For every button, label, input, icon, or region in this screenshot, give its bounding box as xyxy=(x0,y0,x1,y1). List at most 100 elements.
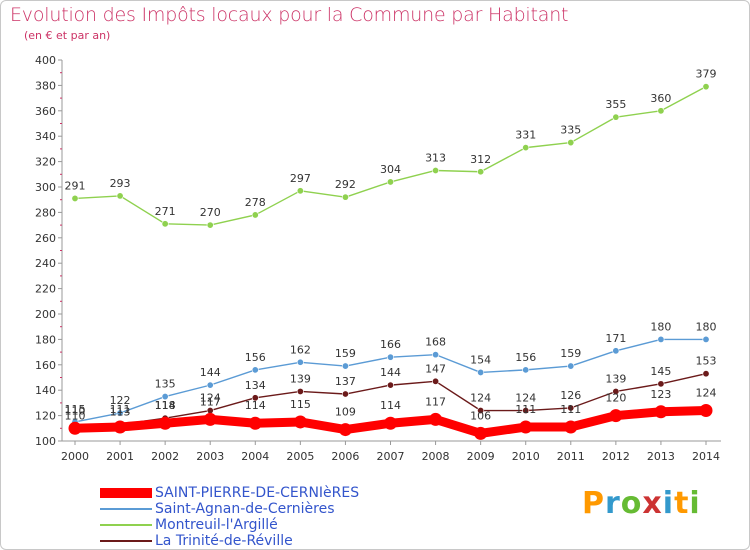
series-1-point xyxy=(702,335,710,343)
series-3-data-label: 118 xyxy=(155,399,176,412)
series-3-data-label: 110 xyxy=(65,409,86,422)
series-2-point xyxy=(432,166,440,174)
series-2-point xyxy=(251,211,259,219)
y-tick-label: 300 xyxy=(35,181,56,194)
series-0-data-label: 114 xyxy=(155,399,176,412)
series-2-point xyxy=(116,192,124,200)
series-2-data-label: 304 xyxy=(380,163,401,176)
series-2-point xyxy=(612,113,620,121)
x-tick-label: 2003 xyxy=(196,450,224,463)
series-2-point xyxy=(71,194,79,202)
series-0-point xyxy=(293,415,307,429)
series-1-point xyxy=(612,347,620,355)
series-1-point xyxy=(206,381,214,389)
series-3-data-label: 147 xyxy=(425,362,446,375)
series-1-data-label: 171 xyxy=(605,332,626,345)
series-3-point xyxy=(702,370,710,378)
logo-letter: i xyxy=(689,486,701,521)
series-3-data-label: 137 xyxy=(335,375,356,388)
series-0-point xyxy=(338,423,352,437)
series-3-data-label: 124 xyxy=(515,392,536,405)
series-1-data-label: 122 xyxy=(110,394,131,407)
y-tick-label: 100 xyxy=(35,435,56,448)
series-2-point xyxy=(567,139,575,147)
series-2-data-label: 271 xyxy=(155,205,176,218)
series-3-data-label: 124 xyxy=(470,392,491,405)
series-1-data-label: 156 xyxy=(515,351,536,364)
series-1-point xyxy=(477,368,485,376)
series-2-data-label: 379 xyxy=(696,68,717,81)
legend-label-saint-agnan: Saint-Agnan-de-Cernières xyxy=(155,501,335,517)
series-3-data-label: 139 xyxy=(605,372,626,385)
series-0-data-label: 111 xyxy=(560,403,581,416)
series-0-data-label: 115 xyxy=(290,398,311,411)
series-0-point xyxy=(113,420,127,434)
series-1-data-label: 180 xyxy=(696,320,717,333)
legend-label-la-trinite: La Trinité-de-Réville xyxy=(155,533,293,549)
x-tick-label: 2001 xyxy=(106,450,134,463)
series-0-point xyxy=(203,412,217,426)
series-2-point xyxy=(206,221,214,229)
series-2-data-label: 270 xyxy=(200,206,221,219)
series-3-point xyxy=(567,404,575,412)
series-1-data-label: 144 xyxy=(200,366,221,379)
series-2-data-label: 278 xyxy=(245,196,266,209)
series-1-point xyxy=(657,335,665,343)
y-tick-label: 360 xyxy=(35,105,56,118)
series-0-data-label: 110 xyxy=(65,404,86,417)
series-0-point xyxy=(68,421,82,435)
series-2-data-label: 297 xyxy=(290,172,311,185)
series-3-data-label: 134 xyxy=(245,379,266,392)
y-tick-label: 240 xyxy=(35,257,56,270)
series-3-data-label: 145 xyxy=(650,365,671,378)
x-tick-label: 2011 xyxy=(557,450,585,463)
y-tick-label: 160 xyxy=(35,359,56,372)
series-2-point xyxy=(702,83,710,91)
logo-letter: i xyxy=(662,486,675,521)
x-tick-label: 2010 xyxy=(512,450,540,463)
series-2-point xyxy=(296,187,304,195)
series-3-data-label: 113 xyxy=(110,405,131,418)
series-3-data-label: 153 xyxy=(696,355,717,368)
legend-swatch-montreuil xyxy=(100,524,152,526)
y-tick-label: 200 xyxy=(35,308,56,321)
series-3-point xyxy=(522,407,530,415)
series-3-point xyxy=(477,407,485,415)
y-tick-label: 120 xyxy=(35,410,56,423)
x-tick-label: 2006 xyxy=(331,450,359,463)
logo-letter: t xyxy=(674,486,690,521)
series-0-data-label: 117 xyxy=(425,395,446,408)
series-0-point xyxy=(699,404,713,418)
logo-letter: P xyxy=(582,486,605,521)
series-0-data-label: 120 xyxy=(605,392,626,405)
series-0-data-label: 114 xyxy=(380,399,401,412)
x-tick-label: 2002 xyxy=(151,450,179,463)
legend-label-saint-pierre: SAINT-PIERRE-DE-CERNIèRES xyxy=(155,485,360,501)
series-1-point xyxy=(386,353,394,361)
series-0-point xyxy=(429,412,443,426)
x-tick-label: 2000 xyxy=(61,450,89,463)
series-1-data-label: 154 xyxy=(470,353,491,366)
series-2-data-label: 313 xyxy=(425,151,446,164)
series-2-point xyxy=(477,168,485,176)
series-1-data-label: 180 xyxy=(650,320,671,333)
y-tick-label: 400 xyxy=(35,54,56,67)
series-2-data-label: 291 xyxy=(65,179,86,192)
series-1-data-label: 159 xyxy=(335,347,356,360)
chart-title: Evolution des Impôts locaux pour la Comm… xyxy=(10,4,569,26)
series-3-point xyxy=(296,387,304,395)
series-1-data-label: 135 xyxy=(155,378,176,391)
series-0-data-label: 117 xyxy=(200,395,221,408)
series-2-point xyxy=(386,178,394,186)
series-1-point xyxy=(567,362,575,370)
y-tick-label: 180 xyxy=(35,333,56,346)
series-3-data-label: 124 xyxy=(200,392,221,405)
series-1-point xyxy=(432,351,440,359)
legend-swatch-saint-agnan xyxy=(100,508,152,510)
series-1-data-label: 162 xyxy=(290,343,311,356)
legend-label-montreuil: Montreuil-l'Argillé xyxy=(155,517,278,533)
series-2-data-label: 292 xyxy=(335,178,356,191)
series-1-point xyxy=(341,362,349,370)
